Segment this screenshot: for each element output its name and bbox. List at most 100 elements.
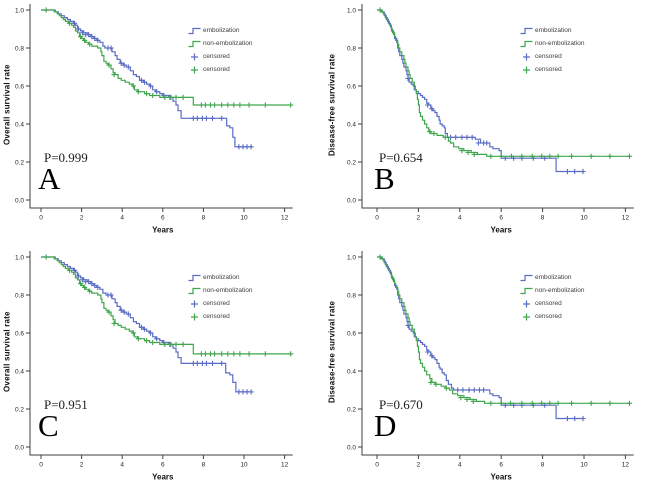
legend-label: censored bbox=[535, 313, 562, 320]
x-tick-label: 0 bbox=[375, 215, 379, 222]
legend-label: censored bbox=[535, 53, 562, 60]
y-tick-label: 0.4 bbox=[347, 121, 356, 128]
censored-plus-icon bbox=[191, 300, 198, 308]
legend-label: censored bbox=[203, 53, 230, 60]
y-tick-label: 0.4 bbox=[347, 368, 356, 375]
x-tick-label: 6 bbox=[499, 462, 503, 469]
y-tick-label: 1.0 bbox=[347, 7, 356, 14]
series-line-non-embolization bbox=[377, 9, 630, 157]
km-plot-b: 0.0 0.2 0.4 0.6 0.8 1.0 0 2 4 6 8 10 12 Years bbox=[347, 4, 634, 235]
y-axis-title: Overall survival rate bbox=[2, 64, 12, 146]
x-tick-label: 0 bbox=[39, 462, 43, 469]
survival-step-line-icon bbox=[520, 27, 533, 35]
censored-marks-non-embolization bbox=[43, 7, 294, 108]
y-axis-title: Disease-free survival rate bbox=[327, 53, 337, 157]
y-tick-label: 0.8 bbox=[347, 45, 356, 52]
censored-plus-icon bbox=[523, 66, 530, 74]
survival-step-line-icon bbox=[188, 40, 201, 48]
x-tick-label: 4 bbox=[120, 215, 124, 222]
legend-item: non-embolization bbox=[520, 286, 585, 296]
survival-step-line-icon bbox=[188, 27, 201, 35]
legend-label: censored bbox=[535, 300, 562, 307]
legend-item: censored bbox=[188, 299, 253, 309]
survival-step-line-icon bbox=[188, 287, 201, 295]
p-value-label: P=0.999 bbox=[44, 150, 88, 165]
x-tick-label: 4 bbox=[458, 215, 462, 222]
legend: embolization non-embolization censored cens… bbox=[188, 26, 253, 75]
legend-item: censored bbox=[188, 52, 253, 62]
p-value-label: P=0.951 bbox=[44, 397, 88, 412]
x-tick-label: 2 bbox=[80, 215, 84, 222]
legend-item: embolization bbox=[520, 26, 585, 36]
panel-c: 0.0 0.2 0.4 0.6 0.8 1.0 0 2 4 6 8 10 12 Years Overall… bbox=[0, 247, 325, 494]
panel-letter: A bbox=[38, 161, 61, 196]
y-tick-label: 1.0 bbox=[15, 7, 24, 14]
x-tick-label: 8 bbox=[541, 215, 545, 222]
legend-item: embolization bbox=[188, 26, 253, 36]
legend-item: censored bbox=[520, 312, 585, 322]
legend-label: non-embolization bbox=[535, 287, 585, 294]
x-tick-label: 4 bbox=[458, 462, 462, 469]
x-tick-label: 2 bbox=[417, 462, 421, 469]
y-tick-label: 0.4 bbox=[15, 121, 24, 128]
y-axis-title: Disease-free survival rate bbox=[327, 300, 337, 404]
series-line-non-embolization bbox=[41, 9, 291, 106]
x-tick-label: 10 bbox=[240, 462, 248, 469]
legend: embolization non-embolization censored cens… bbox=[520, 273, 585, 322]
axis-lines bbox=[29, 4, 293, 209]
panel-letter: D bbox=[374, 408, 397, 443]
axis-lines bbox=[29, 251, 293, 456]
legend-label: embolization bbox=[535, 274, 572, 281]
y-tick-label: 0.2 bbox=[15, 406, 24, 413]
panel-d: 0.0 0.2 0.4 0.6 0.8 1.0 0 2 4 6 8 10 12 Years Disease… bbox=[325, 247, 650, 494]
censored-plus-icon bbox=[191, 66, 198, 74]
x-tick-label: 8 bbox=[541, 462, 545, 469]
x-tick-label: 6 bbox=[499, 215, 503, 222]
legend-label: embolization bbox=[203, 274, 240, 281]
legend-item: non-embolization bbox=[188, 39, 253, 49]
legend-label: non-embolization bbox=[203, 40, 253, 47]
survival-step-line-icon bbox=[520, 287, 533, 295]
censored-marks-embolization bbox=[71, 267, 254, 395]
plot-area-a: 0.0 0.2 0.4 0.6 0.8 1.0 0 2 4 6 8 10 12 Years bbox=[0, 0, 325, 246]
x-axis-title: Years bbox=[491, 226, 513, 235]
x-tick-label: 12 bbox=[622, 215, 630, 222]
legend-item: censored bbox=[520, 299, 585, 309]
km-plot-c: 0.0 0.2 0.4 0.6 0.8 1.0 0 2 4 6 8 10 12 Years bbox=[15, 251, 294, 482]
legend-label: censored bbox=[535, 66, 562, 73]
y-tick-label: 0.2 bbox=[347, 406, 356, 413]
x-axis-title: Years bbox=[152, 226, 174, 235]
x-tick-label: 2 bbox=[80, 462, 84, 469]
y-tick-label: 0.0 bbox=[347, 444, 356, 451]
series-line-non-embolization bbox=[377, 256, 630, 404]
km-plot-a: 0.0 0.2 0.4 0.6 0.8 1.0 0 2 4 6 8 10 12 Years bbox=[15, 4, 294, 235]
p-value-label: P=0.654 bbox=[379, 150, 423, 165]
legend-label: censored bbox=[203, 66, 230, 73]
y-tick-label: 1.0 bbox=[15, 254, 24, 261]
plot-area-d: 0.0 0.2 0.4 0.6 0.8 1.0 0 2 4 6 8 10 12 Years bbox=[325, 247, 650, 493]
x-tick-label: 10 bbox=[580, 462, 588, 469]
y-tick-label: 0.8 bbox=[15, 292, 24, 299]
x-tick-label: 6 bbox=[161, 462, 165, 469]
x-tick-label: 0 bbox=[375, 462, 379, 469]
x-tick-label: 0 bbox=[39, 215, 43, 222]
legend: embolization non-embolization censored cens… bbox=[188, 273, 253, 322]
censored-marks-embolization bbox=[71, 20, 254, 150]
x-axis-title: Years bbox=[491, 473, 513, 482]
legend-label: censored bbox=[203, 313, 230, 320]
x-tick-label: 12 bbox=[622, 462, 630, 469]
censored-plus-icon bbox=[191, 53, 198, 61]
x-tick-label: 8 bbox=[202, 462, 206, 469]
panel-a: 0.0 0.2 0.4 0.6 0.8 1.0 0 2 4 6 8 10 12 Years Overall… bbox=[0, 0, 325, 247]
legend-item: censored bbox=[188, 65, 253, 75]
y-tick-label: 0.6 bbox=[347, 83, 356, 90]
panel-b: 0.0 0.2 0.4 0.6 0.8 1.0 0 2 4 6 8 10 12 Years Disease… bbox=[325, 0, 650, 247]
censored-plus-icon bbox=[191, 313, 198, 321]
x-tick-label: 12 bbox=[281, 215, 289, 222]
p-value-label: P=0.670 bbox=[379, 397, 423, 412]
series-line-non-embolization bbox=[41, 256, 291, 355]
x-tick-label: 10 bbox=[240, 215, 248, 222]
y-tick-label: 0.6 bbox=[347, 330, 356, 337]
censored-marks-non-embolization bbox=[377, 7, 633, 159]
